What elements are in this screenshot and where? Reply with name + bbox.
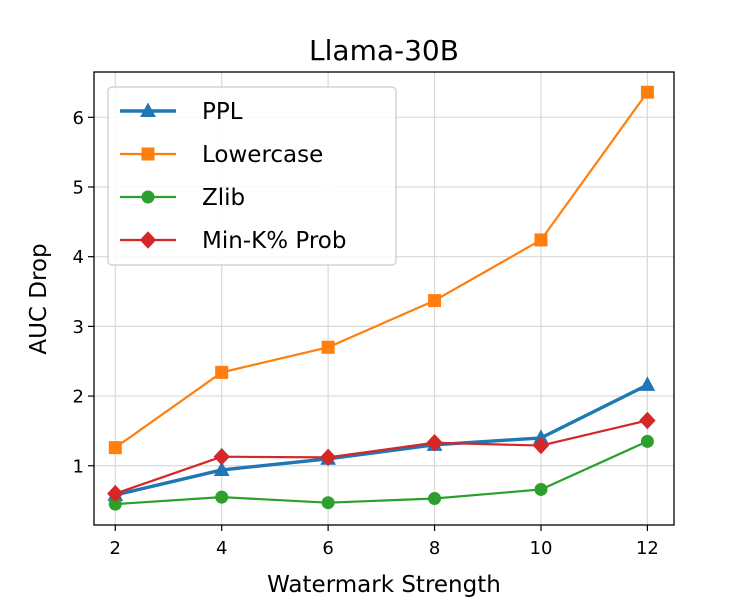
legend-marker: [141, 190, 155, 204]
data-point: [639, 376, 656, 391]
series-line: [114, 91, 649, 449]
data-point: [428, 294, 442, 308]
y-tick-label: 4: [73, 247, 84, 268]
data-point: [639, 411, 656, 430]
data-point: [321, 496, 335, 510]
series-line: [114, 419, 648, 495]
legend-marker: [141, 147, 155, 161]
series-lowercase: [108, 85, 654, 455]
x-tick-label: 2: [110, 538, 121, 559]
series-line: [114, 383, 649, 497]
series-min-k-prob: [107, 411, 656, 503]
legend-label: Min-K% Prob: [202, 228, 346, 254]
data-point: [213, 461, 230, 476]
x-tick-label: 10: [530, 538, 553, 559]
legend-marker: [140, 102, 156, 117]
data-point: [532, 436, 550, 455]
legend-box: [107, 86, 397, 266]
data-point: [215, 365, 229, 379]
series-line: [115, 440, 648, 506]
legend: PPL Lowercase Zlib Min-K% Prob: [107, 86, 397, 266]
data-point: [107, 484, 124, 503]
y-tick-label: 1: [73, 456, 84, 477]
series-layer: [107, 85, 656, 511]
legend-label: Lowercase: [202, 142, 323, 168]
data-point: [319, 448, 337, 467]
chart-title: Llama-30B: [309, 34, 459, 67]
y-tick-label: 6: [73, 108, 84, 129]
y-axis-label: AUC Drop: [26, 243, 52, 354]
plot-frame: [93, 71, 675, 526]
y-tick-label: 3: [73, 317, 84, 338]
legend-label: PPL: [202, 99, 243, 125]
data-point: [428, 492, 442, 506]
data-point: [534, 482, 548, 496]
data-point: [534, 233, 548, 247]
x-axis-label: Watermark Strength: [267, 572, 501, 598]
data-point: [321, 340, 335, 354]
y-tick-label: 2: [73, 387, 84, 408]
y-tick-label: 5: [73, 177, 84, 198]
x-tick-label: 4: [216, 538, 227, 559]
x-tick-label: 12: [636, 538, 659, 559]
data-point: [108, 441, 122, 455]
data-point: [215, 490, 229, 504]
x-tick-label: 6: [322, 538, 333, 559]
data-point: [426, 434, 443, 452]
legend-marker: [139, 231, 157, 249]
data-point: [640, 85, 654, 99]
series-zlib: [108, 434, 654, 511]
data-point: [640, 434, 654, 448]
data-point: [213, 447, 230, 466]
x-tick-label: 8: [429, 538, 440, 559]
legend-label: Zlib: [202, 185, 245, 211]
